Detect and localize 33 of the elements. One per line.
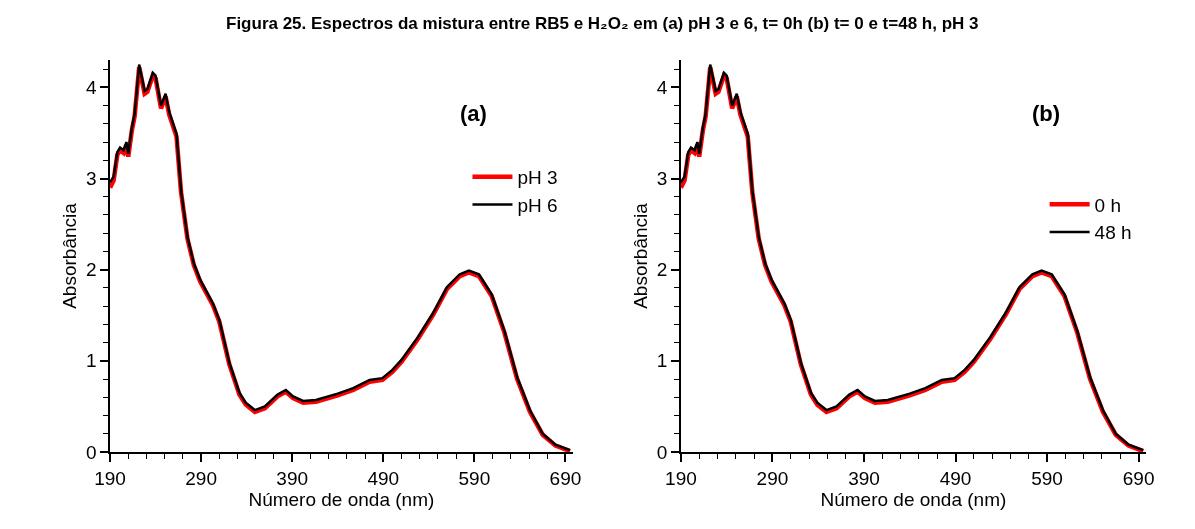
y-tick-label: 4 <box>656 77 668 98</box>
y-axis-title: Absorbância <box>630 202 652 309</box>
x-tick-label: 390 <box>276 467 309 489</box>
x-tick-label: 290 <box>185 467 217 489</box>
x-axis-title: Número de onda (nm) <box>820 488 1007 510</box>
chart-title: Figura 25. Espectros da mistura entre RB5 e H₂O₂ em (a) pH 3 e 6, t= 0h (b) t= 0 e t=48 h, pH 3 <box>226 14 979 33</box>
legend-label: pH 3 <box>517 167 558 189</box>
legend-label: 48 h <box>1094 222 1132 244</box>
y-tick-label: 3 <box>656 168 668 190</box>
x-tick-label: 490 <box>367 467 400 489</box>
x-tick-label: 390 <box>848 467 880 489</box>
legend-label: 0 h <box>1094 194 1122 216</box>
y-tick-label: 1 <box>656 350 668 372</box>
x-tick-label: 190 <box>94 467 126 489</box>
y-tick-label: 2 <box>85 259 97 281</box>
x-axis-title: Número de onda (nm) <box>248 488 435 510</box>
y-axis-title: Absorbância <box>59 202 81 309</box>
y-tick-label: 1 <box>85 350 97 372</box>
y-tick-label: 0 <box>656 441 668 463</box>
x-tick-label: 690 <box>549 467 582 489</box>
y-tick-label: 4 <box>85 77 97 98</box>
x-tick-label: 190 <box>665 467 697 489</box>
x-tick-label: 690 <box>1122 467 1155 489</box>
y-tick-label: 3 <box>85 168 97 190</box>
annotation: (a) <box>460 101 487 126</box>
y-tick-label: 2 <box>656 259 668 281</box>
x-tick-label: 490 <box>939 467 972 489</box>
x-tick-label: 290 <box>756 467 789 489</box>
x-tick-label: 590 <box>1031 467 1063 489</box>
y-tick-label: 0 <box>85 441 97 463</box>
x-tick-label: 590 <box>458 467 491 489</box>
annotation: (b) <box>1032 101 1061 126</box>
legend-label: pH 6 <box>517 194 558 216</box>
